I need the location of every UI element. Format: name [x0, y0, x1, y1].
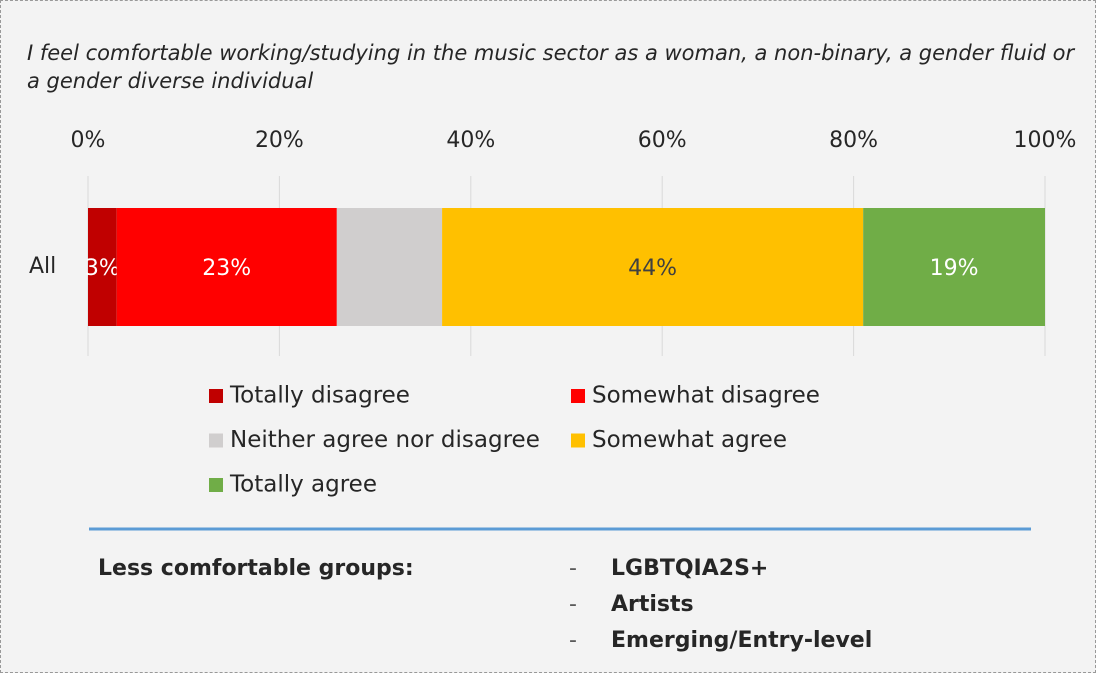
data-label: 44%	[628, 256, 677, 281]
notes-heading: Less comfortable groups:	[98, 556, 414, 581]
legend-swatch	[209, 389, 223, 403]
legend-label: Totally disagree	[229, 383, 410, 409]
y-tick-label: All	[29, 254, 56, 279]
data-label: 3%	[85, 256, 120, 281]
bullet-dash: -	[569, 628, 577, 653]
chart-title: I feel comfortable working/studying in t…	[27, 41, 1075, 93]
bar-segment	[442, 208, 864, 326]
bullet-dash: -	[569, 556, 577, 581]
x-tick-label: 20%	[255, 128, 304, 153]
x-tick-label: 40%	[446, 128, 495, 153]
x-tick-label: 100%	[1014, 128, 1077, 153]
bullet-dash: -	[569, 592, 577, 617]
x-tick-label: 0%	[71, 128, 106, 153]
bar-segment	[88, 208, 117, 326]
legend-label: Somewhat agree	[592, 427, 787, 453]
legend-swatch	[571, 389, 585, 403]
notes-item: Emerging/Entry-level	[611, 628, 872, 653]
legend-swatch	[209, 433, 223, 448]
x-tick-label: 80%	[829, 128, 878, 153]
bar-segment	[336, 208, 443, 326]
data-label: 23%	[202, 256, 251, 281]
bar-segment	[116, 208, 337, 326]
bar-segment	[863, 208, 1045, 326]
legend-swatch	[571, 433, 585, 448]
legend-label: Somewhat disagree	[592, 383, 820, 409]
data-label: 19%	[930, 256, 979, 281]
legend-swatch	[209, 478, 223, 492]
x-tick-label: 60%	[638, 128, 687, 153]
notes-item: Artists	[611, 592, 694, 617]
legend-label: Totally agree	[229, 472, 377, 498]
notes-item: LGBTQIA2S+	[611, 556, 768, 581]
legend-label: Neither agree nor disagree	[230, 427, 540, 453]
